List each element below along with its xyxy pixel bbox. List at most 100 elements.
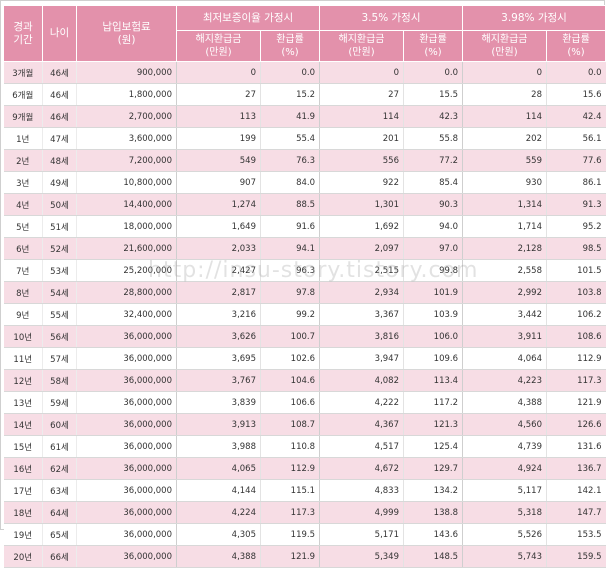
cell-refund-minimum: 4,305 [176, 523, 261, 546]
cell-period: 7년 [3, 259, 43, 282]
cell-rate-3-5: 109.6 [403, 347, 463, 370]
cell-refund-minimum: 3,839 [176, 391, 261, 414]
table-row: 17년 63세 36,000,000 4,144 115.1 4,833 134.2 5,11… [3, 479, 606, 502]
cell-premium: 2,700,000 [76, 105, 177, 128]
cell-refund-3-98: 5,318 [462, 501, 547, 524]
cell-rate-minimum: 41.9 [260, 105, 320, 128]
cell-refund-minimum: 27 [176, 83, 261, 106]
cell-rate-3-98: 159.5 [546, 545, 606, 568]
cell-rate-3-98: 56.1 [546, 127, 606, 150]
cell-refund-3-98: 114 [462, 105, 547, 128]
cell-rate-minimum: 115.1 [260, 479, 320, 502]
cell-age: 56세 [42, 325, 77, 348]
cell-rate-3-5: 85.4 [403, 171, 463, 194]
cell-refund-3-98: 28 [462, 83, 547, 106]
cell-premium: 36,000,000 [76, 391, 177, 414]
cell-refund-minimum: 2,817 [176, 281, 261, 304]
cell-refund-3-98: 5,526 [462, 523, 547, 546]
cell-premium: 28,800,000 [76, 281, 177, 304]
header-rate: 환급률 (%) [546, 30, 606, 62]
cell-rate-minimum: 117.3 [260, 501, 320, 524]
table-row: 12년 58세 36,000,000 3,767 104.6 4,082 113.4 4,22… [3, 369, 606, 392]
cell-refund-minimum: 199 [176, 127, 261, 150]
header-refund: 해지환급금 (만원) [462, 30, 547, 62]
cell-refund-3-5: 4,999 [319, 501, 404, 524]
cell-refund-3-98: 3,442 [462, 303, 547, 326]
header-refund: 해지환급금 (만원) [319, 30, 404, 62]
cell-rate-3-5: 113.4 [403, 369, 463, 392]
cell-rate-minimum: 96.3 [260, 259, 320, 282]
cell-refund-minimum: 3,216 [176, 303, 261, 326]
cell-rate-minimum: 102.6 [260, 347, 320, 370]
cell-refund-3-5: 4,672 [319, 457, 404, 480]
cell-rate-minimum: 76.3 [260, 149, 320, 172]
cell-rate-3-98: 0.0 [546, 61, 606, 84]
cell-age: 58세 [42, 369, 77, 392]
cell-refund-minimum: 4,388 [176, 545, 261, 568]
cell-refund-minimum: 1,649 [176, 215, 261, 238]
table-body: 3개월 46세 900,000 0 0.0 0 0.0 0 0.0 6개월 46세 1,800,000… [3, 61, 606, 568]
cell-period: 11년 [3, 347, 43, 370]
cell-rate-minimum: 121.9 [260, 545, 320, 568]
cell-rate-3-98: 103.8 [546, 281, 606, 304]
table-row: 10년 56세 36,000,000 3,626 100.7 3,816 106.0 3,91… [3, 325, 606, 348]
cell-rate-3-98: 98.5 [546, 237, 606, 260]
cell-rate-3-5: 15.5 [403, 83, 463, 106]
header-age: 나이 [42, 5, 77, 62]
cell-refund-3-5: 2,097 [319, 237, 404, 260]
cell-age: 65세 [42, 523, 77, 546]
cell-premium: 21,600,000 [76, 237, 177, 260]
cell-age: 61세 [42, 435, 77, 458]
cell-rate-3-5: 134.2 [403, 479, 463, 502]
cell-rate-3-98: 101.5 [546, 259, 606, 282]
cell-age: 48세 [42, 149, 77, 172]
cell-rate-3-5: 138.8 [403, 501, 463, 524]
cell-rate-minimum: 55.4 [260, 127, 320, 150]
cell-period: 3개월 [3, 61, 43, 84]
cell-age: 52세 [42, 237, 77, 260]
cell-rate-3-5: 143.6 [403, 523, 463, 546]
cell-refund-minimum: 113 [176, 105, 261, 128]
cell-rate-3-98: 153.5 [546, 523, 606, 546]
cell-age: 66세 [42, 545, 77, 568]
cell-premium: 36,000,000 [76, 347, 177, 370]
cell-period: 19년 [3, 523, 43, 546]
cell-refund-3-98: 4,739 [462, 435, 547, 458]
cell-premium: 36,000,000 [76, 479, 177, 502]
cell-refund-3-98: 2,128 [462, 237, 547, 260]
cell-period: 20년 [3, 545, 43, 568]
cell-premium: 3,600,000 [76, 127, 177, 150]
table-row: 16년 62세 36,000,000 4,065 112.9 4,672 129.7 4,92… [3, 457, 606, 480]
cell-rate-3-98: 131.6 [546, 435, 606, 458]
cell-age: 51세 [42, 215, 77, 238]
cell-rate-minimum: 100.7 [260, 325, 320, 348]
cell-age: 57세 [42, 347, 77, 370]
cell-refund-3-5: 3,947 [319, 347, 404, 370]
table-row: 4년 50세 14,400,000 1,274 88.5 1,301 90.3 1,314 91… [3, 193, 606, 216]
cell-rate-3-98: 117.3 [546, 369, 606, 392]
cell-refund-minimum: 2,033 [176, 237, 261, 260]
cell-age: 59세 [42, 391, 77, 414]
table-row: 15년 61세 36,000,000 3,988 110.8 4,517 125.4 4,73… [3, 435, 606, 458]
cell-age: 46세 [42, 83, 77, 106]
cell-rate-3-98: 112.9 [546, 347, 606, 370]
cell-rate-3-5: 121.3 [403, 413, 463, 436]
cell-premium: 1,800,000 [76, 83, 177, 106]
cell-rate-3-5: 106.0 [403, 325, 463, 348]
table-row: 6개월 46세 1,800,000 27 15.2 27 15.5 28 15.6 [3, 83, 606, 106]
cell-rate-minimum: 108.7 [260, 413, 320, 436]
header-premium: 납입보험료 (원) [76, 5, 177, 62]
header-refund: 해지환급금 (만원) [176, 30, 261, 62]
cell-refund-3-5: 201 [319, 127, 404, 150]
cell-refund-3-5: 114 [319, 105, 404, 128]
cell-refund-3-98: 5,743 [462, 545, 547, 568]
cell-period: 1년 [3, 127, 43, 150]
cell-rate-minimum: 15.2 [260, 83, 320, 106]
cell-rate-3-98: 108.6 [546, 325, 606, 348]
cell-period: 4년 [3, 193, 43, 216]
cell-premium: 10,800,000 [76, 171, 177, 194]
cell-rate-3-98: 91.3 [546, 193, 606, 216]
cell-refund-minimum: 3,626 [176, 325, 261, 348]
cell-rate-3-5: 129.7 [403, 457, 463, 480]
table-row: 5년 51세 18,000,000 1,649 91.6 1,692 94.0 1,714 95… [3, 215, 606, 238]
